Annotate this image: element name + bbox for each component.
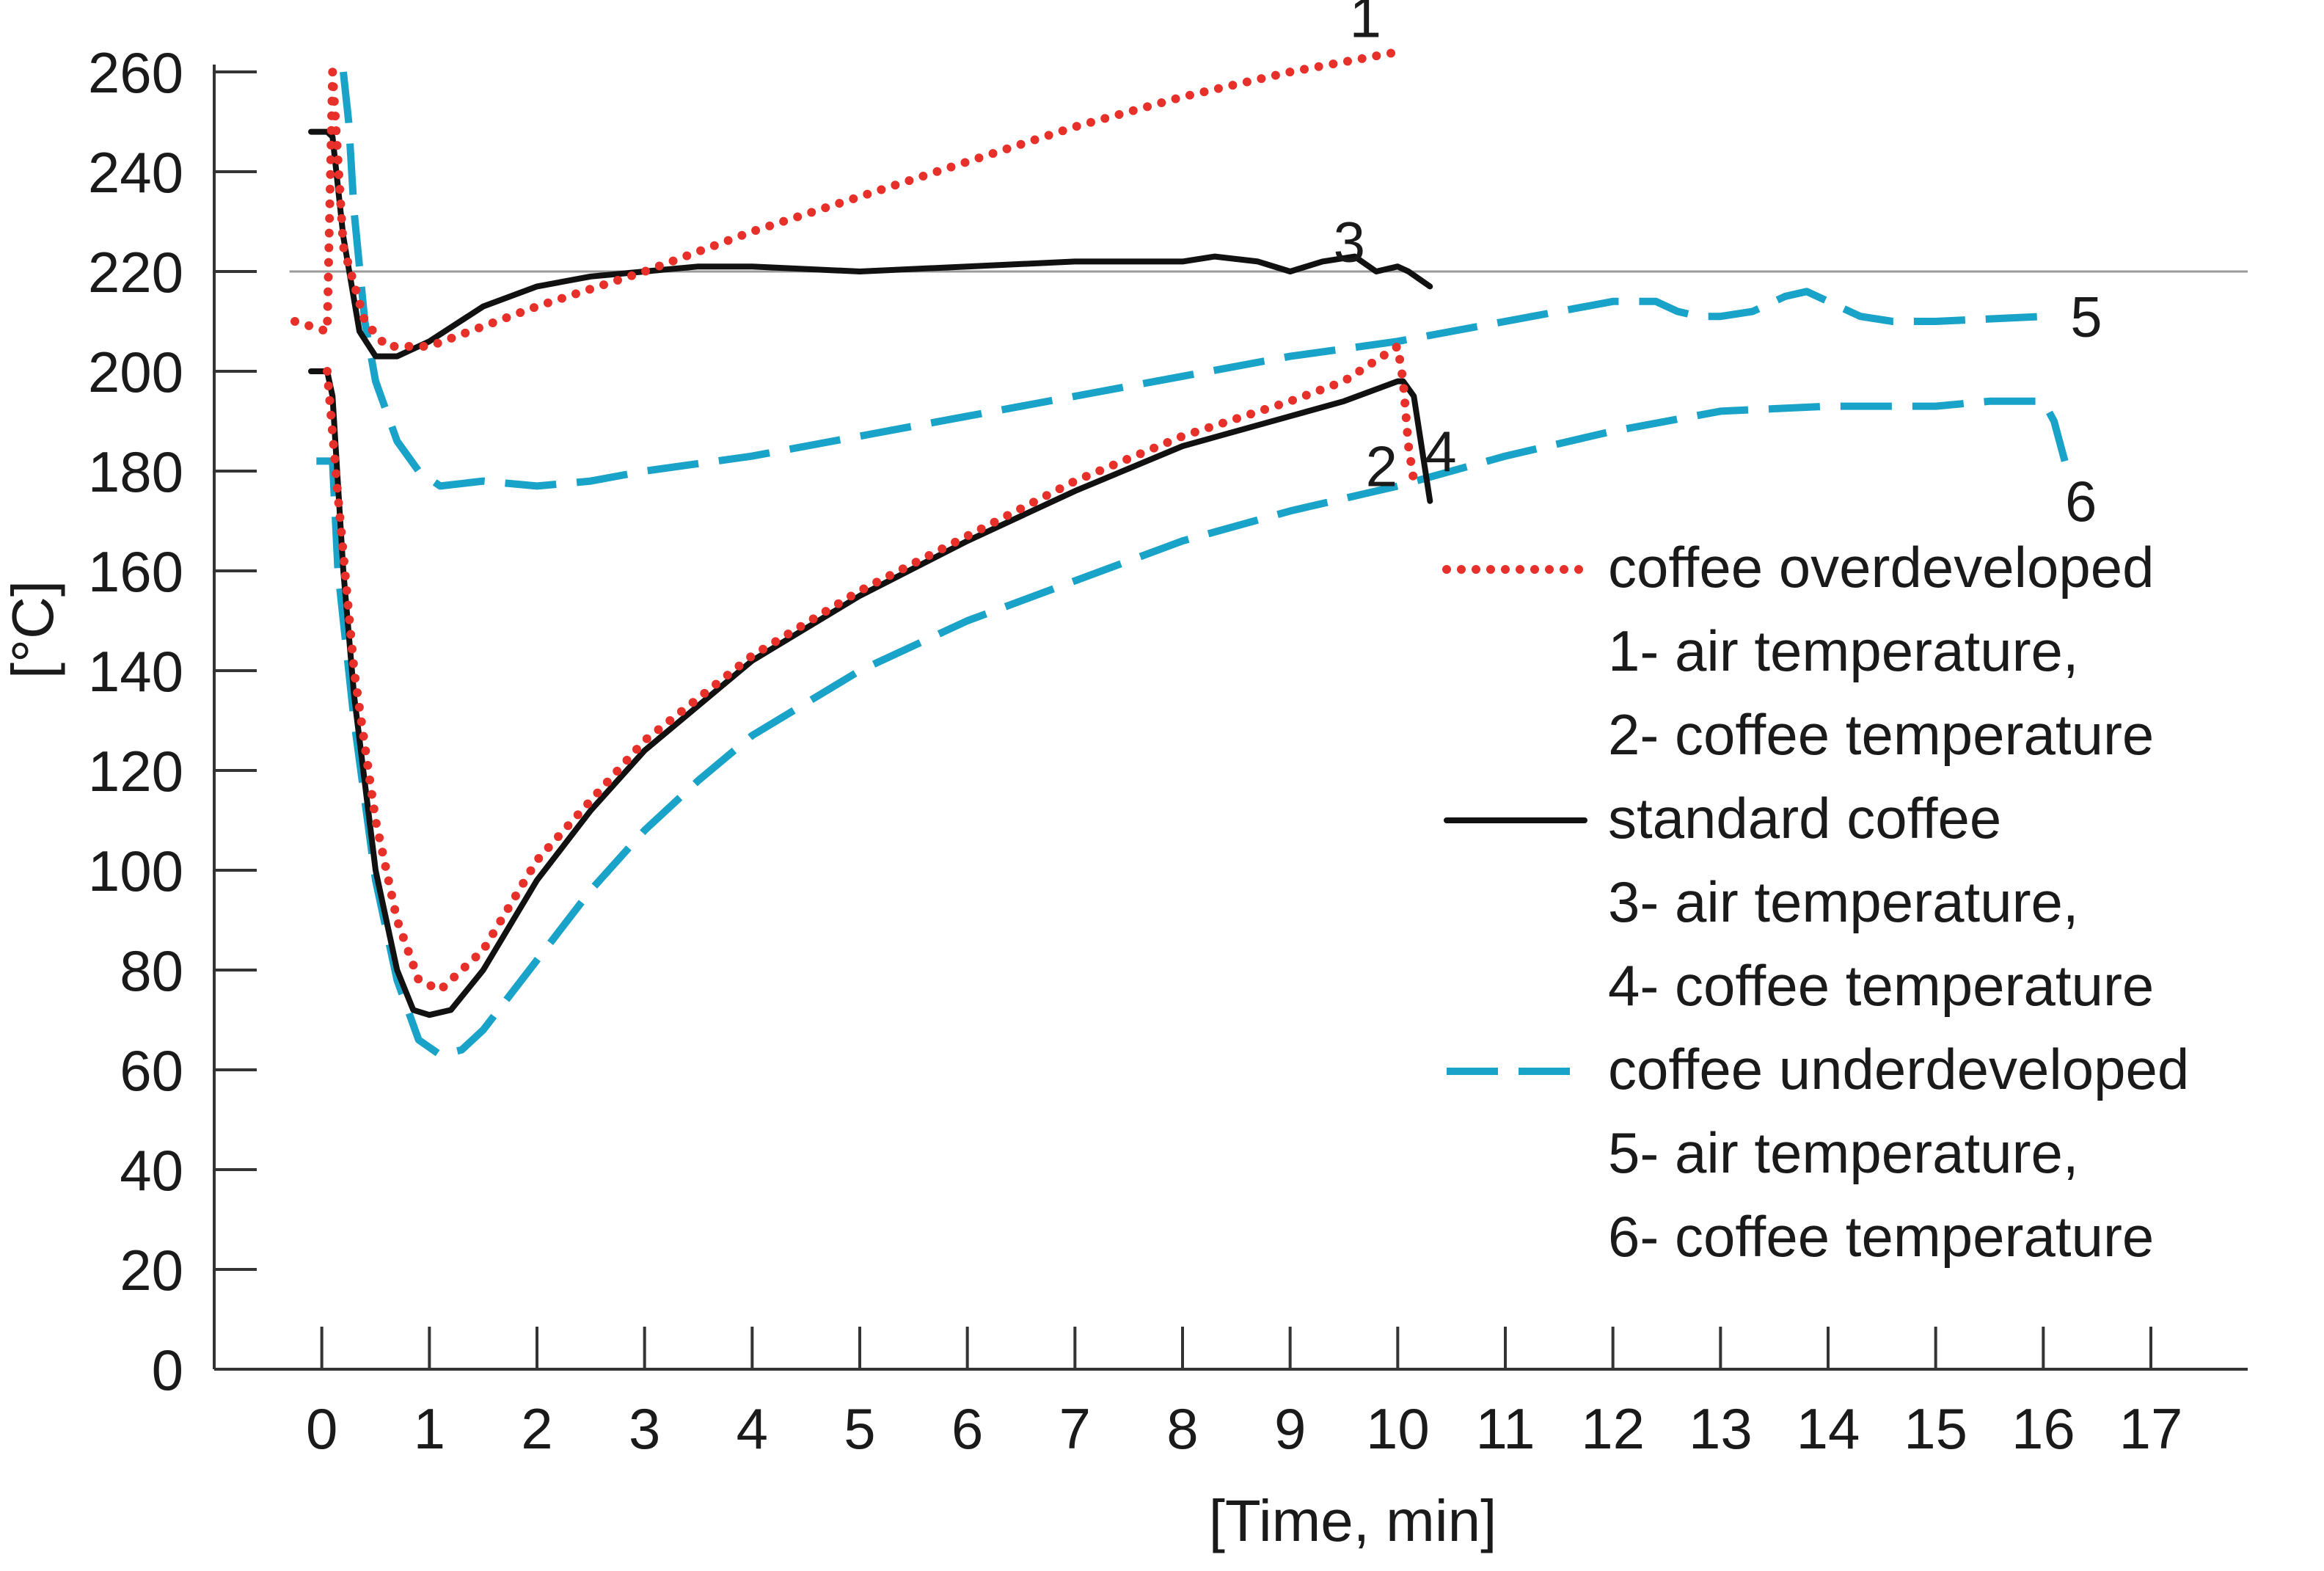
series-3-standard-air-temperature (308, 128, 1433, 360)
x-tick-label-10: 10 (1366, 1396, 1430, 1461)
x-tick-label-13: 13 (1689, 1396, 1753, 1461)
y-tick-label-240: 240 (88, 140, 183, 205)
x-tick-label-0: 0 (306, 1396, 337, 1461)
legend-subentry-standard-1: 3- air temperature, (1608, 870, 2079, 934)
y-tick-label-0: 0 (152, 1338, 183, 1402)
legend-entry-overdeveloped: coffee overdeveloped (1608, 535, 2154, 599)
x-tick-label-17: 17 (2119, 1396, 2183, 1461)
x-tick-label-7: 7 (1059, 1396, 1091, 1461)
x-tick-label-9: 9 (1274, 1396, 1306, 1461)
legend: coffee overdeveloped 1- air temperature, 2… (1442, 535, 2189, 1269)
legend-entry-standard: standard coffee (1608, 786, 2001, 850)
curve-label-1: 1 (1350, 0, 1381, 49)
y-tick-label-140: 140 (88, 639, 183, 704)
curve-label-4: 4 (1425, 419, 1456, 484)
y-tick-label-180: 180 (88, 440, 183, 504)
series-1-overdeveloped-air-temperature (290, 47, 1408, 351)
series-5-underdeveloped-air-temperature (340, 71, 2054, 490)
x-tick-label-4: 4 (737, 1396, 768, 1461)
y-tick-label-60: 60 (120, 1038, 183, 1103)
y-tick-label-20: 20 (120, 1238, 183, 1302)
y-tick-label-40: 40 (120, 1138, 183, 1203)
curve-labels-layer: 1 2 3 4 5 6 (1334, 0, 2102, 533)
x-tick-label-6: 6 (951, 1396, 983, 1461)
x-tick-label-1: 1 (414, 1396, 445, 1461)
curve-label-6: 6 (2065, 469, 2097, 533)
y-tick-label-160: 160 (88, 539, 183, 604)
x-tick-label-2: 2 (521, 1396, 552, 1461)
y-tick-label-120: 120 (88, 739, 183, 803)
legend-subentry-underdeveloped-1: 5- air temperature, (1608, 1120, 2079, 1185)
x-tick-label-3: 3 (629, 1396, 660, 1461)
legend-subentry-underdeveloped-2: 6- coffee temperature (1608, 1204, 2154, 1269)
y-tick-label-220: 220 (88, 240, 183, 305)
x-tick-label-12: 12 (1581, 1396, 1645, 1461)
legend-subentry-overdeveloped-2: 2- coffee temperature (1608, 702, 2154, 767)
y-axis-title: [°C] (0, 580, 65, 679)
series-2-overdeveloped-coffee-temperature (323, 342, 1419, 995)
x-tick-label-8: 8 (1166, 1396, 1198, 1461)
legend-subentry-overdeveloped-1: 1- air temperature, (1608, 619, 2079, 683)
x-tick-label-14: 14 (1797, 1396, 1860, 1461)
curve-label-2: 2 (1366, 434, 1397, 498)
series-4-standard-coffee-temperature (308, 368, 1433, 1018)
curve-label-5: 5 (2070, 284, 2102, 349)
x-axis-title: [Time, min] (1209, 1488, 1497, 1553)
x-tick-label-15: 15 (1904, 1396, 1967, 1461)
legend-subentry-standard-2: 4- coffee temperature (1608, 953, 2154, 1018)
legend-entry-underdeveloped: coffee underdeveloped (1608, 1037, 2189, 1101)
x-tick-label-16: 16 (2011, 1396, 2075, 1461)
y-tick-label-100: 100 (88, 839, 183, 903)
y-tick-label-260: 260 (88, 40, 183, 105)
curve-label-3: 3 (1334, 209, 1365, 274)
series-layer (290, 47, 2069, 1059)
y-tick-label-80: 80 (120, 938, 183, 1003)
y-tick-label-200: 200 (88, 340, 183, 404)
x-tick-label-11: 11 (1476, 1396, 1535, 1461)
x-tick-label-5: 5 (844, 1396, 875, 1461)
